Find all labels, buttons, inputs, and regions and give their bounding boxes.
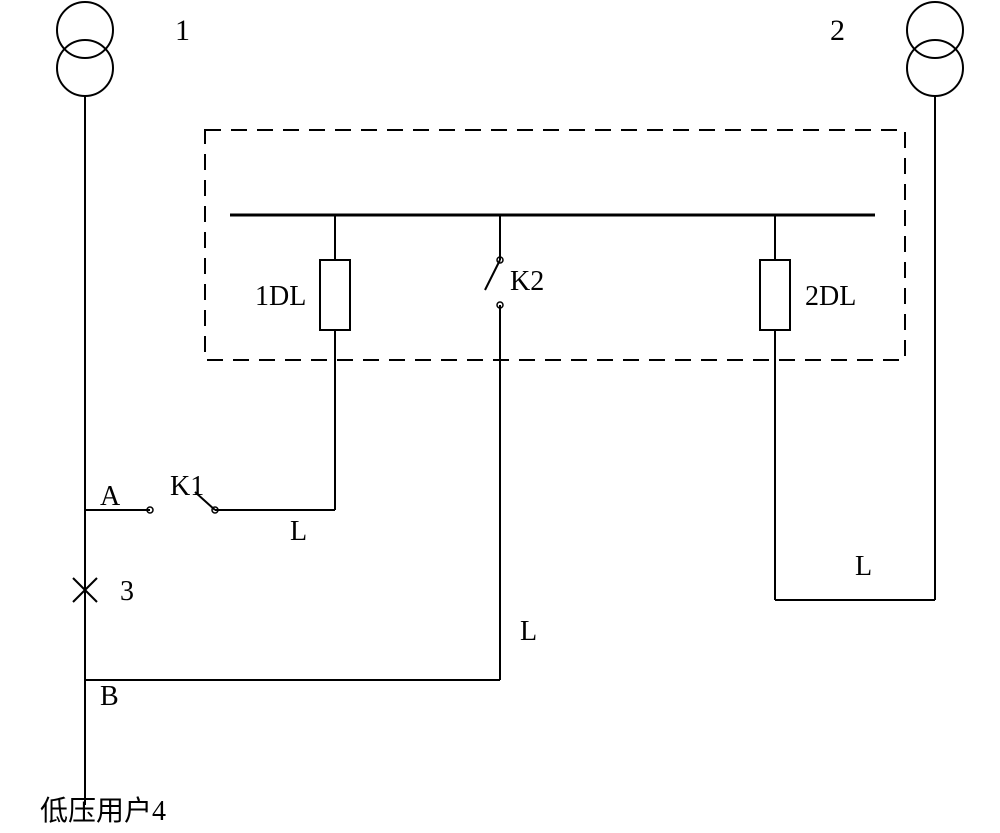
label-t1: 1 [175,14,190,47]
breaker-1dl [320,260,350,330]
label-B: B [100,681,119,712]
label-L3: L [855,551,872,582]
transformer-right-top [907,2,963,58]
label-k1: K1 [170,471,204,502]
circuit-diagram: 1 2 1DL 2DL K2 K1 A B 3 L L L 低压用户4 [0,0,1000,833]
transformer-right-icon [907,2,963,96]
label-dl1: 1DL [255,281,306,312]
transformer-left-icon [57,2,113,96]
dashed-box [205,130,905,360]
transformer-left-top [57,2,113,58]
label-k2: K2 [510,266,544,297]
label-L1: L [290,516,307,547]
labels: 1 2 1DL 2DL K2 K1 A B 3 L L L 低压用户4 [40,14,872,827]
label-three: 3 [120,576,134,607]
wiring [85,96,935,805]
transformer-right-bottom [907,40,963,96]
breaker-2dl [760,260,790,330]
transformer-left-bottom [57,40,113,96]
label-user: 低压用户4 [40,795,166,827]
label-dl2: 2DL [805,281,856,312]
label-A: A [100,481,121,512]
label-t2: 2 [830,14,845,47]
label-L2: L [520,616,537,647]
